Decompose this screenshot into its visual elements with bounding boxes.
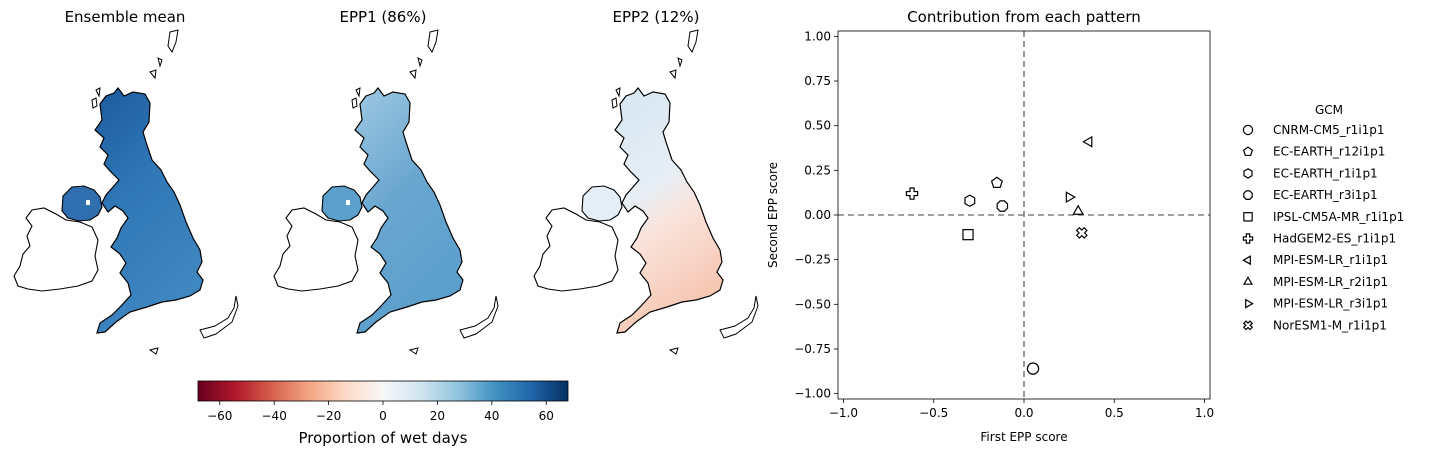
x-tick-label: −0.5 (919, 406, 948, 420)
legend-label: EC-EARTH_r1i1p1 (1273, 166, 1378, 180)
legend-item: NorESM1-M_r1i1p1 (1242, 318, 1387, 332)
legend-label: MPI-ESM-LR_r3i1p1 (1273, 297, 1388, 311)
legend-marker (1243, 168, 1253, 179)
x-axis-ticks: −1.0 −0.5 0.0 0.5 1.0 (829, 399, 1214, 420)
legend-label: MPI-ESM-LR_r2i1p1 (1273, 275, 1388, 289)
legend-item: MPI-ESM-LR_r2i1p1 (1242, 275, 1388, 289)
chart-title: Contribution from each pattern (907, 8, 1141, 26)
colorbar-tick-label: −20 (316, 409, 341, 423)
legend-item: CNRM-CM5_r1i1p1 (1242, 123, 1385, 137)
map-title-ensemble-mean: Ensemble mean (65, 8, 186, 26)
y-tick-label: −0.50 (794, 297, 831, 311)
x-tick-label: −1.0 (829, 406, 858, 420)
colorbar-ticks: −60 −40 −20 0 20 40 60 (207, 401, 554, 423)
legend-label: IPSL-CM5A-MR_r1i1p1 (1273, 210, 1404, 224)
legend-label: EC-EARTH_r3i1p1 (1273, 188, 1378, 202)
reference-lines (838, 31, 1210, 399)
y-tick-label: 0.75 (804, 74, 831, 88)
legend-item: EC-EARTH_r3i1p1 (1243, 188, 1378, 202)
scatter-point (996, 200, 1009, 212)
colorbar: −60 −40 −20 0 20 40 60 Proportion of wet days (197, 380, 569, 447)
legend-marker (1243, 212, 1253, 222)
legend: GCM CNRM-CM5_r1i1p1 EC-EARTH_r12i1p1 EC-EA… (1242, 103, 1404, 332)
y-tick-label: −0.25 (794, 253, 831, 267)
colorbar-tick-label: 20 (430, 409, 445, 423)
legend-marker (1242, 233, 1254, 244)
y-tick-label: 0.25 (804, 163, 831, 177)
x-axis-label: First EPP score (980, 430, 1067, 444)
legend-label: MPI-ESM-LR_r1i1p1 (1273, 253, 1388, 267)
scatter-points (905, 135, 1093, 375)
x-tick-label: 1.0 (1195, 406, 1214, 420)
legend-label: EC-EARTH_r12i1p1 (1273, 145, 1385, 159)
map-panels: Ensemble mean EPP1 (86%) EPP2 (12%) (13, 8, 759, 355)
x-tick-label: 0.5 (1105, 406, 1124, 420)
legend-label: NorESM1-M_r1i1p1 (1273, 318, 1387, 332)
legend-marker (1245, 298, 1254, 309)
scatter-point (962, 229, 974, 241)
y-tick-label: −0.75 (794, 342, 831, 356)
legend-marker (1242, 320, 1254, 331)
legend-items: CNRM-CM5_r1i1p1 EC-EARTH_r12i1p1 EC-EARTH_… (1242, 123, 1404, 332)
legend-label: HadGEM2-ES_r1i1p1 (1273, 232, 1396, 246)
scatter-point (1065, 191, 1076, 204)
scatter-chart: Contribution from each pattern −1.0 −0.5 0… (766, 8, 1214, 444)
scatter-point (990, 176, 1003, 188)
colorbar-tick-label: 40 (484, 409, 499, 423)
legend-item: MPI-ESM-LR_r3i1p1 (1245, 297, 1388, 311)
legend-item: MPI-ESM-LR_r1i1p1 (1242, 253, 1388, 267)
legend-marker (1242, 146, 1254, 157)
legend-marker (1242, 276, 1254, 285)
colorbar-tick-label: 0 (379, 409, 387, 423)
map-epp2: EPP2 (12%) (533, 8, 759, 355)
legend-marker (1242, 255, 1251, 266)
colorbar-label: Proportion of wet days (299, 429, 468, 447)
y-axis-ticks: −1.00 −0.75 −0.50 −0.25 0.00 0.25 0.50 0.75 1.00 (794, 29, 838, 401)
legend-label: CNRM-CM5_r1i1p1 (1273, 123, 1385, 137)
scatter-point (1075, 226, 1088, 239)
scatter-point (964, 194, 976, 208)
y-tick-label: 0.50 (804, 119, 831, 133)
colorbar-tick-label: −40 (262, 409, 287, 423)
legend-marker (1243, 190, 1253, 200)
scatter-point (1082, 135, 1093, 148)
scatter-point (1026, 362, 1040, 375)
y-tick-label: 1.00 (804, 29, 831, 43)
legend-title: GCM (1315, 103, 1343, 117)
colorbar-tick-label: −60 (207, 409, 232, 423)
y-tick-label: 0.00 (804, 208, 831, 222)
scatter-point (905, 187, 919, 200)
y-tick-label: −1.00 (794, 387, 831, 401)
legend-marker (1242, 124, 1254, 136)
x-tick-label: 0.0 (1014, 406, 1033, 420)
colorbar-tick-label: 60 (539, 409, 554, 423)
legend-item: EC-EARTH_r12i1p1 (1242, 145, 1385, 159)
map-ensemble-mean: Ensemble mean (13, 8, 239, 355)
legend-item: IPSL-CM5A-MR_r1i1p1 (1243, 210, 1404, 224)
map-epp1: EPP1 (86%) (273, 8, 499, 355)
legend-item: HadGEM2-ES_r1i1p1 (1242, 232, 1396, 246)
map-title-epp1: EPP1 (86%) (340, 8, 427, 26)
map-title-epp2: EPP2 (12%) (613, 8, 700, 26)
y-axis-label: Second EPP score (766, 162, 780, 268)
scatter-point (1072, 204, 1085, 215)
legend-item: EC-EARTH_r1i1p1 (1243, 166, 1378, 180)
